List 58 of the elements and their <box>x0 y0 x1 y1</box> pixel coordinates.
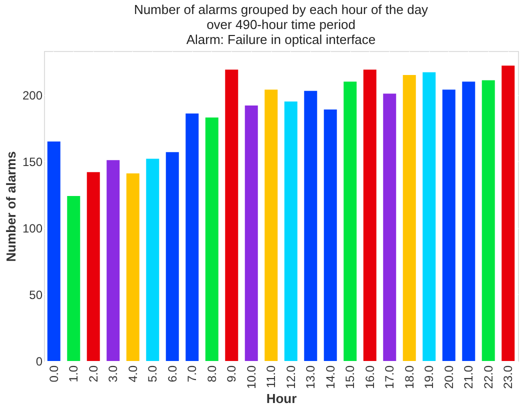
bar <box>244 106 258 361</box>
bar <box>344 82 357 361</box>
bar <box>146 158 160 361</box>
text: Number of alarms grouped by each hour of the day <box>134 2 428 17</box>
bar <box>502 66 515 361</box>
x-tick-label: 8.0 <box>204 365 219 382</box>
bar <box>462 82 476 361</box>
x-tick-label: 21.0 <box>462 365 476 389</box>
bar <box>225 70 238 361</box>
x-tick-label: 15.0 <box>343 365 358 389</box>
x-tick-label: 14.0 <box>323 365 338 389</box>
x-tick-label: 16.0 <box>362 365 377 389</box>
bar <box>422 72 436 361</box>
x-tick-label: 10.0 <box>244 365 258 389</box>
x-tick-label: 22.0 <box>481 365 496 389</box>
x-tick-label: 18.0 <box>402 365 416 389</box>
y-axis-title: Number of alarms <box>3 151 18 262</box>
x-tick-label: 7.0 <box>185 365 200 382</box>
x-tick-label: 13.0 <box>304 365 318 389</box>
bar <box>482 80 495 361</box>
x-tick-label: 23.0 <box>501 365 516 389</box>
x-tick-label: 5.0 <box>146 365 160 382</box>
bar <box>324 110 337 361</box>
x-tick-label: 4.0 <box>126 365 140 382</box>
x-tick-label: 3.0 <box>106 365 120 382</box>
bar <box>402 74 416 361</box>
bar <box>47 141 60 361</box>
bar <box>186 114 199 361</box>
x-tick-label: 1.0 <box>66 365 81 382</box>
x-tick-label: 11.0 <box>264 365 278 388</box>
bar <box>304 90 318 361</box>
text: over 490-hour time period <box>206 17 356 32</box>
y-tick-label: 150 <box>22 154 43 169</box>
bar <box>363 70 376 361</box>
bar <box>166 152 179 361</box>
y-tick-label: 200 <box>22 88 43 102</box>
y-tick-label: 100 <box>22 221 43 236</box>
y-tick-label: 0 <box>36 354 43 368</box>
x-tick-label: 17.0 <box>382 365 397 389</box>
x-tick-label: 19.0 <box>422 365 436 389</box>
x-tick-label: 12.0 <box>284 365 298 389</box>
x-tick-label: 2.0 <box>86 365 100 382</box>
x-tick-label: 20.0 <box>442 365 456 389</box>
bar <box>383 94 396 361</box>
bar <box>205 118 218 361</box>
bar <box>67 196 80 361</box>
y-tick-label: 50 <box>29 288 43 302</box>
bar <box>126 173 140 361</box>
x-tick-label: 6.0 <box>165 365 180 382</box>
text: Alarm: Failure in optical interface <box>186 32 376 47</box>
x-tick-label: 0.0 <box>46 365 61 382</box>
bar <box>106 160 120 361</box>
bar <box>86 172 100 361</box>
x-tick-label: 9.0 <box>224 365 239 382</box>
bar <box>284 102 298 361</box>
x-axis-title: Hour <box>266 390 297 406</box>
bar <box>264 90 278 361</box>
bar <box>442 90 456 361</box>
